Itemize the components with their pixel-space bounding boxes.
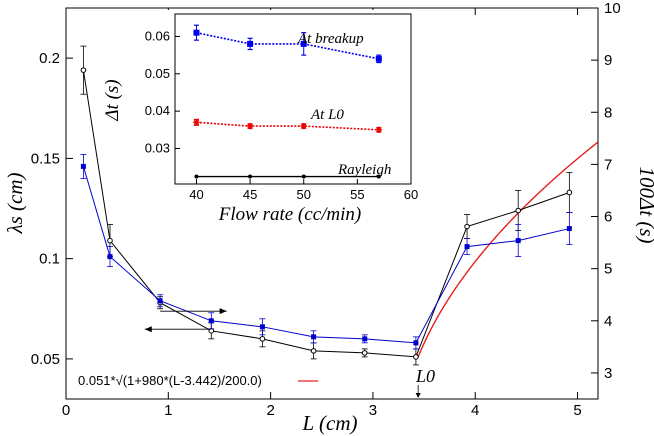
y-right-tick-label: 9 <box>604 52 612 69</box>
inset-series-line-0 <box>196 31 379 60</box>
inset-data-point <box>193 119 200 126</box>
x-axis-label: L (cm) <box>301 411 357 435</box>
data-point <box>361 350 368 356</box>
data-point <box>311 334 317 340</box>
inset-y-axis-label: Δt (s) <box>102 79 123 121</box>
inset-data-point <box>375 126 383 134</box>
inset-plot-area <box>193 24 383 179</box>
data-point <box>107 237 113 244</box>
arrow-left-head <box>144 326 152 333</box>
data-point <box>157 298 163 304</box>
data-point <box>208 318 214 324</box>
data-point <box>259 336 266 342</box>
y-right-axis-label: 100Δt (s) <box>635 166 654 243</box>
inset-background <box>160 10 416 188</box>
main-plot-frame <box>65 7 599 400</box>
y-right-tick-label: 4 <box>604 313 612 330</box>
l0-marker-head <box>415 393 421 398</box>
data-point <box>464 223 470 230</box>
inset-y-tick-label: 0.06 <box>145 28 170 43</box>
inset-x-tick-label: 45 <box>243 187 257 202</box>
y-right-tick-label: 3 <box>604 365 612 382</box>
y-left-tick-label: 0.2 <box>39 50 60 67</box>
inset-data-point <box>246 122 254 130</box>
x-tick-label: 0 <box>62 402 70 419</box>
inset-data-point <box>247 40 254 47</box>
data-point <box>515 238 521 244</box>
inset-data-point <box>376 174 381 179</box>
x-tick-label: 2 <box>266 402 274 419</box>
inset-x-tick-label: 40 <box>189 187 203 202</box>
arrow-right-head <box>219 308 227 315</box>
inset-series-line-1 <box>196 121 379 131</box>
series-line-1 <box>82 166 570 344</box>
inset-y-tick-label: 0.04 <box>145 103 170 118</box>
inset-data-point <box>375 55 382 62</box>
y-right-tick-label: 10 <box>604 0 621 17</box>
data-point <box>259 324 265 330</box>
inset-ticks: 40 45 50 55 60 0.03 0.04 0.05 0.06 <box>145 28 419 202</box>
y-left-axis-label: λs (cm) <box>3 173 27 235</box>
x-tick-label: 3 <box>369 402 377 419</box>
data-point <box>80 67 87 73</box>
data-point <box>566 226 572 232</box>
data-point <box>107 254 113 260</box>
y-right-tick-label: 6 <box>604 209 612 226</box>
inset-frame <box>174 13 412 185</box>
inset-y-tick-label: 0.03 <box>145 141 170 156</box>
inset-y-tick-label: 0.05 <box>145 66 170 81</box>
inset-data-point <box>300 122 307 130</box>
inset-x-tick-label: 50 <box>296 187 310 202</box>
x-tick-label: 5 <box>573 402 581 419</box>
inset-data-point <box>194 174 199 179</box>
y-right-tick-label: 8 <box>604 104 612 121</box>
x-tick-label: 4 <box>471 402 479 419</box>
y-left-tick-label: 0.05 <box>31 351 60 368</box>
inset-data-point <box>300 40 307 47</box>
inset-x-axis-label: Flow rate (cc/min) <box>218 204 361 225</box>
data-point <box>80 163 86 169</box>
data-point <box>362 336 368 342</box>
l0-annotation: L0 <box>415 366 435 386</box>
data-point <box>566 189 573 196</box>
y-right-tick-label: 5 <box>604 261 612 278</box>
data-point <box>413 354 419 360</box>
data-point <box>413 340 419 346</box>
legend-label: 0.051*√(1+980*(L-3.442)/200.0) <box>78 373 262 388</box>
fit-curve <box>417 141 598 358</box>
x-tick-label: 1 <box>164 402 172 419</box>
y-left-tick-label: 0.1 <box>39 251 60 268</box>
y-right-tick-label: 7 <box>604 156 612 173</box>
data-point <box>515 207 522 214</box>
inset-label-at-l0: At L0 <box>310 107 344 123</box>
main-plot-area <box>80 45 598 398</box>
inset-data-point <box>248 174 253 179</box>
inset-data-point <box>193 29 200 36</box>
y-left-tick-label: 0.15 <box>31 150 60 167</box>
inset-data-point <box>301 174 306 179</box>
inset-label-rayleigh: Rayleigh <box>337 162 391 178</box>
data-point <box>310 348 317 354</box>
data-point <box>464 244 470 250</box>
inset-x-tick-label: 55 <box>350 187 364 202</box>
inset-x-tick-label: 60 <box>404 187 418 202</box>
inset-label-at-breakup: At breakup <box>297 31 364 47</box>
